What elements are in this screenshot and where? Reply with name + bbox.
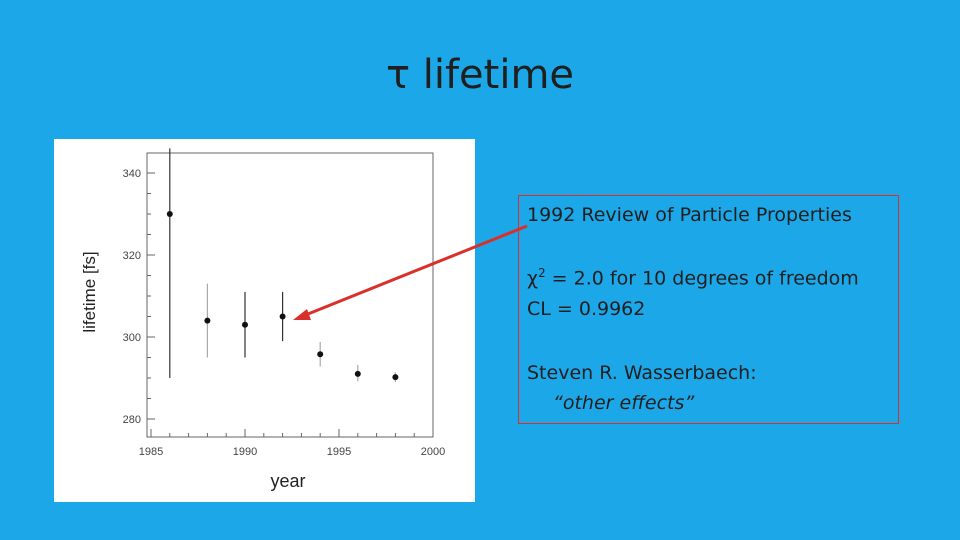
confidence-level-text: CL = 0.9962 [527, 298, 646, 320]
plot-panel: 280 300 320 340 1985 1990 1995 2000 [54, 139, 475, 502]
highlighted-data-point [279, 313, 286, 320]
y-tick-label: 300 [123, 332, 141, 344]
y-axis-label: lifetime [fs] [80, 251, 99, 333]
chi-square-text: χ2 = 2.0 for 10 degrees of freedom [527, 266, 859, 289]
x-tick-label: 1985 [139, 446, 163, 458]
author-text: Steven R. Wasserbaech: [527, 362, 757, 384]
plot-frame [146, 152, 434, 438]
chi-square-rest: = 2.0 for 10 degrees of freedom [545, 267, 859, 290]
y-tick-label: 320 [123, 250, 141, 262]
chi-symbol: χ [527, 267, 538, 290]
x-tick-label: 2000 [421, 446, 445, 458]
lifetime-plot: 280 300 320 340 1985 1990 1995 2000 [123, 148, 445, 458]
x-tick-label: 1990 [233, 446, 257, 458]
data-point [317, 351, 324, 358]
y-tick-label: 280 [123, 414, 141, 426]
x-axis-label: year [270, 471, 306, 491]
data-point [166, 211, 173, 217]
data-point [354, 370, 361, 377]
quote-text: “other effects” [553, 392, 695, 414]
slide-title: τ lifetime [385, 52, 575, 98]
data-point [204, 317, 211, 324]
data-point [392, 374, 399, 381]
chi-exponent: 2 [537, 266, 546, 280]
source-text: 1992 Review of Particle Properties [527, 204, 852, 226]
data-point [242, 321, 248, 328]
x-tick-label: 1995 [327, 446, 351, 458]
y-tick-label: 340 [123, 168, 141, 180]
